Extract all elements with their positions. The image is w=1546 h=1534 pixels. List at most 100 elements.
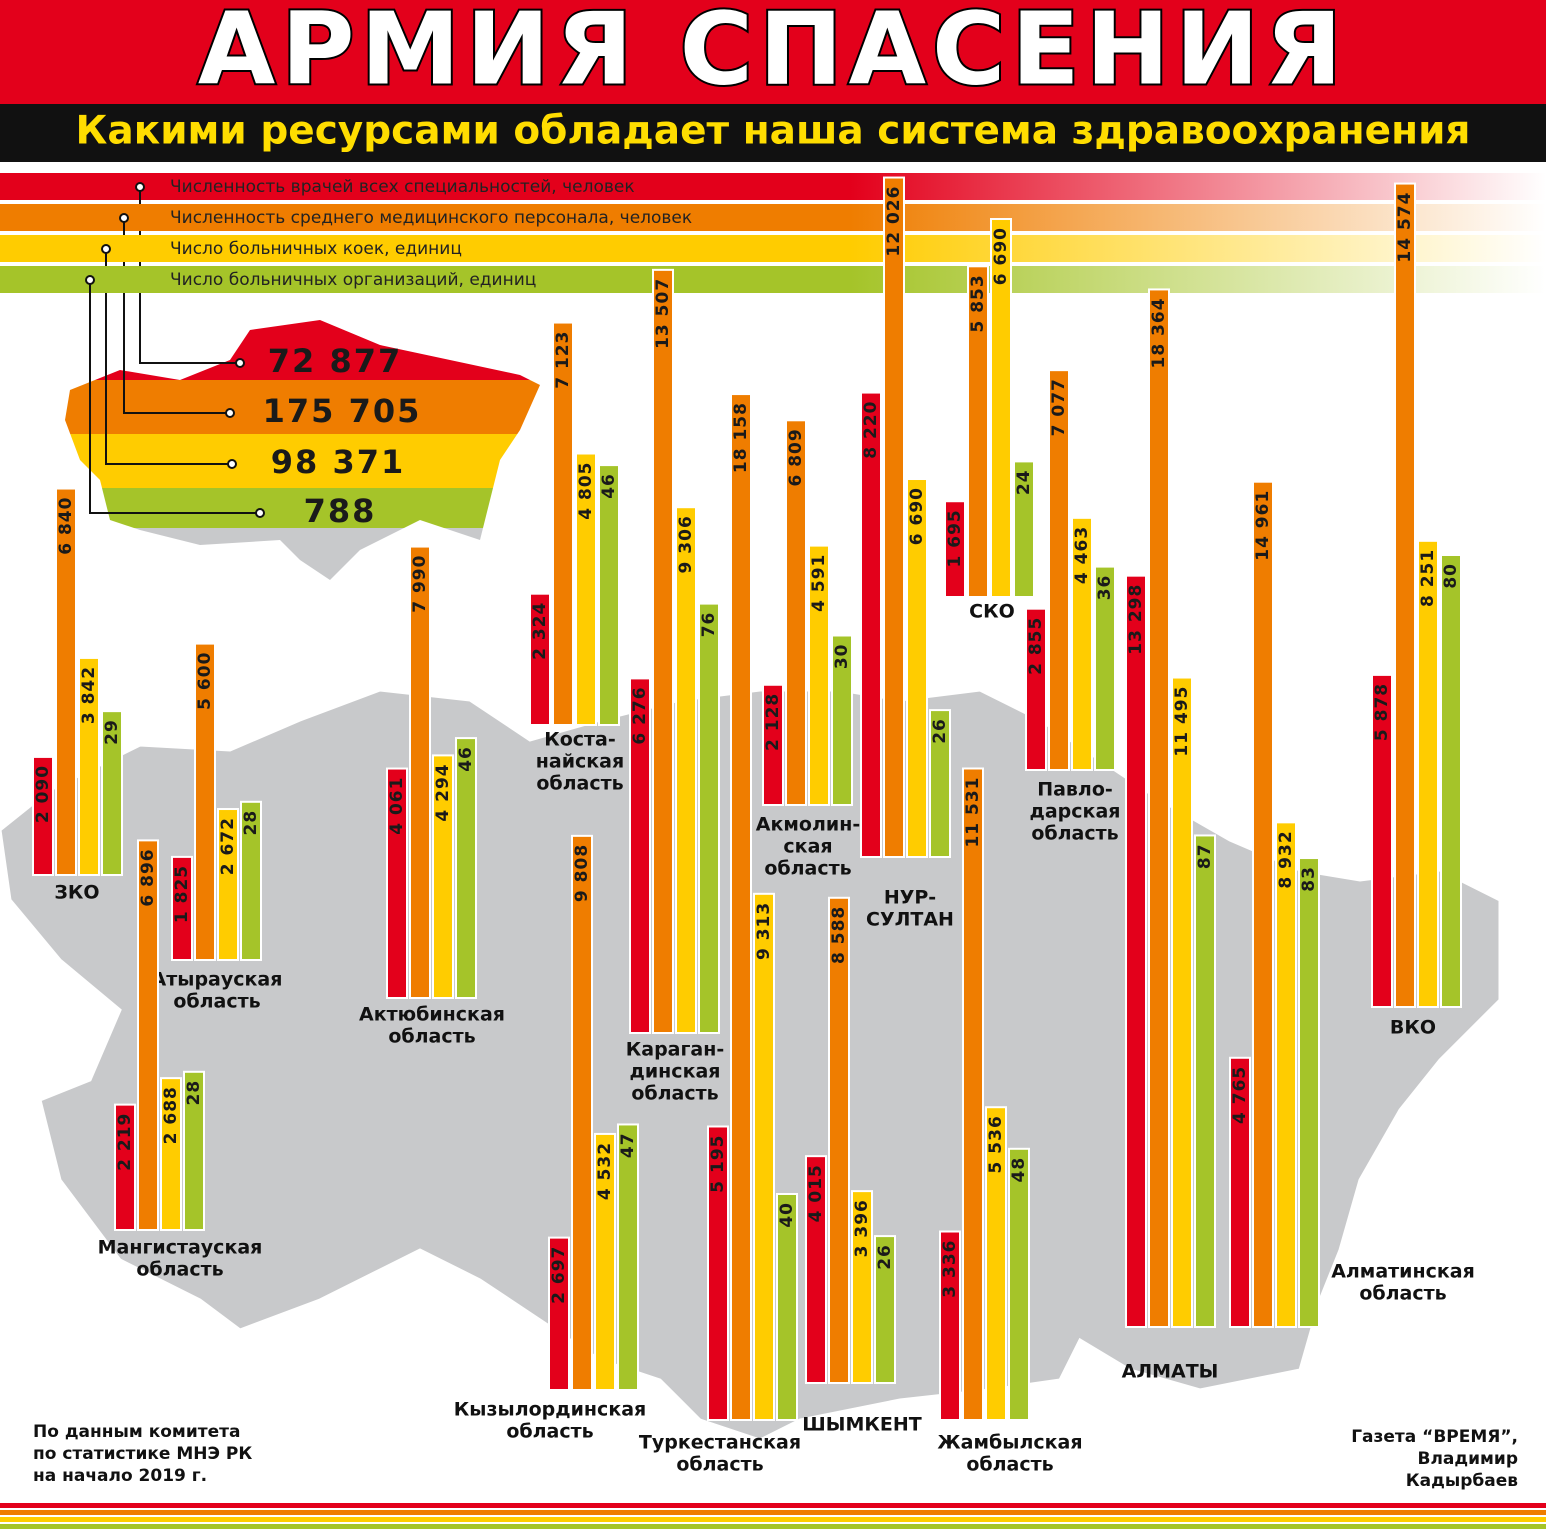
bar: [874, 1235, 896, 1384]
source: на начало 2019 г.: [33, 1466, 207, 1486]
bar: [78, 656, 100, 876]
bar: [1048, 369, 1070, 771]
connector: [89, 280, 260, 514]
bar: [1008, 1147, 1030, 1422]
value-label: 13 298: [1126, 584, 1146, 655]
value-label: 76: [699, 612, 719, 638]
bar: [776, 1193, 798, 1421]
value-label: 87: [1195, 843, 1215, 869]
connector-dot: [135, 182, 145, 192]
legend-label: Число больничных организаций, единиц: [170, 270, 536, 290]
value-label: 2 324: [530, 602, 550, 660]
value-label: 12 026: [884, 186, 904, 257]
bar: [160, 1077, 182, 1232]
bar: [575, 452, 597, 726]
legend: Численность врачей всех специальностей, …: [0, 173, 1546, 530]
bar: [240, 800, 262, 961]
bar: [432, 754, 454, 999]
region-label: область: [1031, 823, 1118, 845]
bar: [617, 1123, 639, 1391]
value-label: 26: [875, 1244, 895, 1270]
region-label: дарская: [1030, 801, 1121, 823]
value-label: 30: [832, 644, 852, 670]
value-label: 6 690: [907, 487, 927, 545]
bar: [409, 545, 431, 999]
bar: [548, 1236, 570, 1391]
bar: [1025, 607, 1047, 771]
value-label: 46: [456, 746, 476, 772]
bar: [455, 737, 477, 999]
source: По данным комитета: [33, 1422, 240, 1442]
region-label: область: [136, 1259, 223, 1281]
title: АРМИЯ СПАСЕНИЯ: [198, 0, 1348, 107]
value-label: 7 077: [1049, 378, 1069, 436]
connector-dot: [85, 275, 95, 285]
bar: [55, 487, 77, 876]
bar: [1394, 182, 1416, 1009]
bar: [1440, 554, 1462, 1008]
subtitle-band: [0, 104, 1546, 162]
value-label: 8 932: [1276, 830, 1296, 888]
bar: [762, 683, 784, 807]
bar: [529, 592, 551, 726]
value-label: 3 842: [79, 666, 99, 724]
value-label: 9 306: [676, 515, 696, 573]
value-label: 14 961: [1253, 490, 1273, 561]
value-label: 18 158: [731, 402, 751, 473]
bar: [114, 1103, 136, 1231]
value-label: 1 695: [945, 509, 965, 567]
total: 98 371: [271, 443, 405, 481]
bar: [1194, 834, 1216, 1328]
value-label: 1 825: [172, 865, 192, 923]
value-label: 80: [1441, 563, 1461, 589]
region-label: ШЫМКЕНТ: [802, 1414, 921, 1436]
region-label: Павло-: [1037, 779, 1113, 801]
value-label: 2 219: [115, 1113, 135, 1171]
bar: [571, 834, 593, 1391]
value-label: 2 128: [763, 693, 783, 751]
value-label: 4 591: [809, 554, 829, 612]
bar: [1013, 460, 1035, 598]
value-label: 5 536: [986, 1115, 1006, 1173]
bar: [985, 1106, 1007, 1421]
value-label: 5 195: [708, 1134, 728, 1192]
region-label: Актюбинская: [359, 1004, 505, 1026]
bar: [831, 634, 853, 806]
bar: [785, 419, 807, 806]
total: 72 877: [268, 342, 402, 380]
total: 175 705: [263, 392, 422, 430]
value-label: 8 220: [861, 401, 881, 459]
credit: Кадырбаев: [1406, 1471, 1519, 1491]
value-label: 2 697: [549, 1246, 569, 1304]
bar: [805, 1155, 827, 1384]
bar: [171, 855, 193, 962]
value-label: 13 507: [653, 278, 673, 349]
region-label: область: [966, 1454, 1053, 1476]
value-label: 4 532: [595, 1142, 615, 1200]
bar: [675, 506, 697, 1034]
bar: [594, 1132, 616, 1392]
bar: [552, 321, 574, 726]
value-label: 5 600: [195, 652, 215, 710]
bar: [194, 642, 216, 961]
region-label: СКО: [969, 601, 1015, 623]
region-label: Акмолин-: [756, 814, 860, 836]
region-label: Кызылординская: [454, 1399, 646, 1421]
region-label: Коста-: [544, 729, 616, 751]
region-label: Атырауская: [152, 969, 283, 991]
value-label: 6 276: [630, 686, 650, 744]
credit: Владимир: [1418, 1449, 1519, 1469]
value-label: 3 336: [940, 1240, 960, 1298]
value-label: 14 574: [1395, 192, 1415, 263]
total: 788: [304, 492, 377, 530]
value-label: 9 313: [754, 902, 774, 960]
value-label: 11 495: [1172, 686, 1192, 757]
region-label: область: [676, 1454, 763, 1476]
value-label: 2 855: [1026, 617, 1046, 675]
legend-label: Численность среднего медицинского персон…: [170, 208, 692, 228]
region-label: область: [764, 858, 851, 880]
bar: [1171, 676, 1193, 1328]
connector: [105, 249, 232, 465]
